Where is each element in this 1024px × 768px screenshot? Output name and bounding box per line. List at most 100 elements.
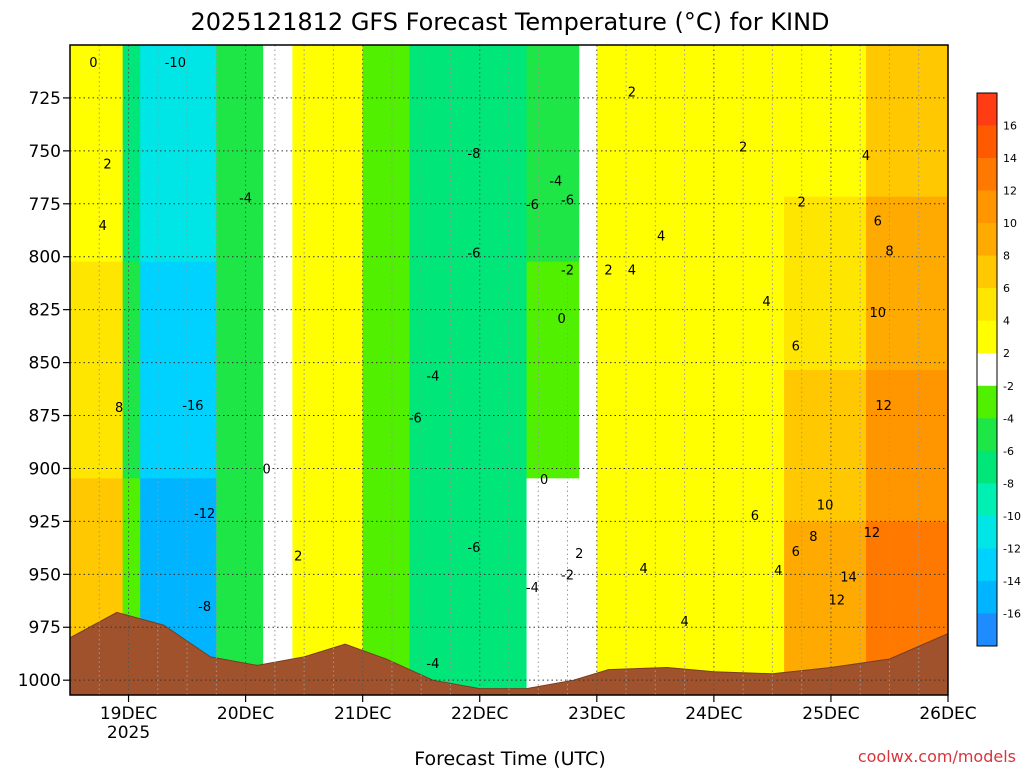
temperature-cell bbox=[122, 196, 141, 219]
y-tick-label: 950 bbox=[29, 565, 61, 585]
temperature-cell bbox=[526, 370, 580, 393]
temperature-cell bbox=[140, 66, 217, 89]
temperature-cell bbox=[784, 521, 867, 544]
contour-label: 0 bbox=[263, 462, 271, 477]
temperature-cell bbox=[70, 196, 124, 219]
temperature-cell bbox=[526, 240, 580, 263]
x-tick-label: 25DEC bbox=[802, 704, 859, 724]
temperature-cell bbox=[292, 218, 364, 241]
temperature-cell bbox=[122, 110, 141, 133]
temperature-cell bbox=[140, 521, 217, 544]
contour-label: -16 bbox=[182, 399, 203, 414]
temperature-cell bbox=[362, 283, 411, 306]
colorbar-tick-label: -2 bbox=[1003, 380, 1014, 393]
contour-label: 2 bbox=[798, 196, 806, 211]
temperature-cell bbox=[866, 131, 948, 154]
temperature-cell bbox=[122, 586, 141, 609]
temperature-cell bbox=[292, 500, 364, 523]
temperature-cell bbox=[216, 283, 264, 306]
temperature-cell bbox=[263, 586, 294, 609]
temperature-cell bbox=[866, 326, 948, 349]
temperature-cell bbox=[596, 283, 785, 306]
temperature-cell bbox=[70, 175, 124, 198]
temperature-cell bbox=[409, 66, 528, 89]
temperature-band bbox=[596, 45, 785, 695]
temperature-cell bbox=[579, 565, 598, 588]
temperature-band bbox=[866, 45, 948, 695]
temperature-cell bbox=[409, 586, 528, 609]
colorbar-tick-label: -8 bbox=[1003, 477, 1014, 490]
temperature-cell bbox=[596, 521, 785, 544]
temperature-cell bbox=[526, 565, 580, 588]
temperature-cell bbox=[140, 153, 217, 176]
contour-label: -6 bbox=[467, 541, 480, 556]
temperature-cell bbox=[263, 435, 294, 458]
temperature-cell bbox=[579, 218, 598, 241]
colorbar-tick-label: -16 bbox=[1003, 607, 1021, 620]
contour-label: 2 bbox=[294, 549, 302, 564]
temperature-cell bbox=[866, 196, 948, 219]
temperature-cell bbox=[140, 326, 217, 349]
temperature-cell bbox=[579, 305, 598, 328]
temperature-cell bbox=[122, 153, 141, 176]
temperature-cell bbox=[263, 326, 294, 349]
temperature-cell bbox=[263, 131, 294, 154]
temperature-cell bbox=[362, 45, 411, 68]
temperature-cell bbox=[122, 348, 141, 371]
temperature-cell bbox=[596, 153, 785, 176]
temperature-cell bbox=[526, 456, 580, 479]
temperature-cell bbox=[122, 218, 141, 241]
temperature-cell bbox=[866, 88, 948, 111]
temperature-cell bbox=[596, 348, 785, 371]
temperature-cell bbox=[579, 608, 598, 631]
temperature-cell bbox=[140, 175, 217, 198]
temperature-cell bbox=[409, 348, 528, 371]
temperature-cell bbox=[784, 283, 867, 306]
temperature-cell bbox=[122, 261, 141, 284]
temperature-cell bbox=[122, 175, 141, 198]
contour-label: 0 bbox=[89, 56, 97, 71]
temperature-cell bbox=[526, 413, 580, 436]
temperature-cell bbox=[526, 218, 580, 241]
colorbar-segment bbox=[977, 353, 997, 387]
temperature-cell bbox=[122, 478, 141, 501]
contour-label: -10 bbox=[165, 56, 186, 71]
temperature-cell bbox=[70, 413, 124, 436]
temperature-cell bbox=[526, 131, 580, 154]
temperature-cell bbox=[70, 543, 124, 566]
temperature-cell bbox=[784, 565, 867, 588]
y-axis: 725 750 775 800 825 850 875 900 925 950 975 1000 bbox=[18, 89, 70, 691]
temperature-cell bbox=[526, 478, 580, 501]
temperature-cell bbox=[263, 348, 294, 371]
temperature-cell bbox=[362, 305, 411, 328]
temperature-cell bbox=[409, 305, 528, 328]
temperature-cell bbox=[866, 45, 948, 68]
temperature-cell bbox=[216, 240, 264, 263]
x-tick-label: 24DEC bbox=[685, 704, 742, 724]
temperature-cell bbox=[596, 305, 785, 328]
temperature-cell bbox=[216, 196, 264, 219]
temperature-cell bbox=[362, 153, 411, 176]
temperature-cell bbox=[263, 196, 294, 219]
contour-label: -6 bbox=[561, 194, 574, 209]
temperature-cell bbox=[579, 478, 598, 501]
temperature-cell bbox=[526, 153, 580, 176]
temperature-cell bbox=[122, 131, 141, 154]
colorbar-segment bbox=[977, 385, 997, 419]
temperature-cell bbox=[526, 651, 580, 674]
y-tick-label: 975 bbox=[29, 618, 61, 638]
temperature-cell bbox=[526, 305, 580, 328]
temperature-cell bbox=[526, 391, 580, 414]
temperature-cell bbox=[70, 218, 124, 241]
temperature-cell bbox=[263, 543, 294, 566]
y-tick-label: 850 bbox=[29, 354, 61, 374]
temperature-cell bbox=[122, 66, 141, 89]
temperature-cell bbox=[70, 131, 124, 154]
temperature-cell bbox=[784, 413, 867, 436]
contour-label: 8 bbox=[885, 244, 893, 259]
temperature-cell bbox=[526, 326, 580, 349]
x-tick-label: 22DEC bbox=[451, 704, 508, 724]
temperature-cell bbox=[70, 586, 124, 609]
temperature-cell bbox=[122, 500, 141, 523]
temperature-cell bbox=[292, 261, 364, 284]
